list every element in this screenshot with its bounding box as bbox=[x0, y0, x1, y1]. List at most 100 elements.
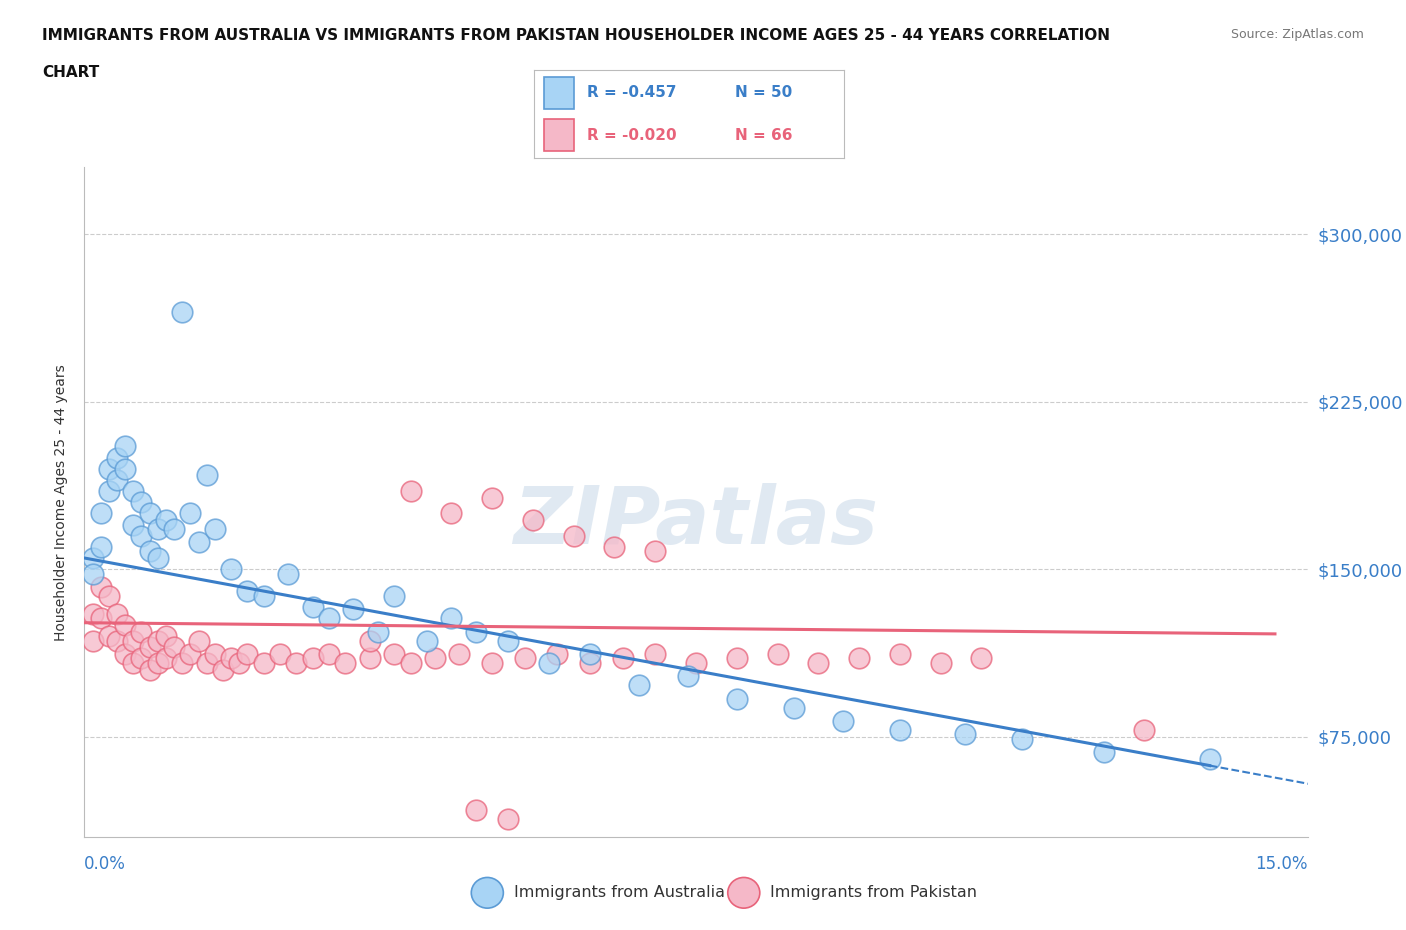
Point bbox=[277, 566, 299, 581]
Point bbox=[122, 656, 145, 671]
Point bbox=[179, 506, 201, 521]
Point bbox=[783, 700, 806, 715]
Point bbox=[82, 566, 104, 581]
Point bbox=[301, 651, 323, 666]
Point bbox=[1092, 745, 1115, 760]
Point bbox=[187, 535, 209, 550]
Text: N = 50: N = 50 bbox=[735, 86, 793, 100]
Text: 0.0%: 0.0% bbox=[84, 855, 127, 873]
Ellipse shape bbox=[728, 878, 759, 908]
Point bbox=[105, 450, 128, 465]
Point bbox=[831, 713, 853, 728]
Point bbox=[627, 678, 650, 693]
Y-axis label: Householder Income Ages 25 - 44 years: Householder Income Ages 25 - 44 years bbox=[53, 364, 67, 641]
Point bbox=[359, 651, 381, 666]
Point bbox=[1133, 723, 1156, 737]
Point bbox=[172, 305, 194, 320]
Point bbox=[464, 803, 486, 817]
Point bbox=[644, 646, 666, 661]
Point bbox=[498, 812, 520, 827]
Point bbox=[163, 640, 186, 655]
Point bbox=[97, 461, 120, 476]
Point bbox=[146, 633, 169, 648]
Point bbox=[90, 579, 112, 594]
Point bbox=[155, 512, 177, 527]
Point bbox=[1198, 751, 1220, 766]
Point bbox=[513, 651, 536, 666]
Point bbox=[90, 506, 112, 521]
Point bbox=[766, 646, 789, 661]
Point bbox=[82, 606, 104, 621]
Text: N = 66: N = 66 bbox=[735, 127, 793, 142]
Point bbox=[131, 495, 153, 510]
Point bbox=[122, 633, 145, 648]
Point bbox=[318, 646, 340, 661]
Point bbox=[155, 651, 177, 666]
Text: ZIPatlas: ZIPatlas bbox=[513, 484, 879, 562]
Point bbox=[155, 629, 177, 644]
Text: R = -0.457: R = -0.457 bbox=[586, 86, 676, 100]
Point bbox=[579, 656, 602, 671]
Point bbox=[538, 656, 561, 671]
Point bbox=[342, 602, 364, 617]
Point bbox=[82, 633, 104, 648]
Point bbox=[440, 611, 463, 626]
Point bbox=[359, 633, 381, 648]
Text: Immigrants from Australia: Immigrants from Australia bbox=[515, 885, 725, 900]
Point bbox=[498, 633, 520, 648]
Point bbox=[367, 624, 389, 639]
Point bbox=[464, 624, 486, 639]
Text: 15.0%: 15.0% bbox=[1256, 855, 1308, 873]
Point bbox=[889, 646, 911, 661]
Point bbox=[97, 589, 120, 604]
Point bbox=[236, 646, 259, 661]
Point bbox=[114, 461, 136, 476]
Point bbox=[929, 656, 952, 671]
Point bbox=[440, 506, 463, 521]
FancyBboxPatch shape bbox=[544, 77, 575, 109]
Point bbox=[807, 656, 830, 671]
Point bbox=[138, 544, 160, 559]
Point bbox=[382, 589, 405, 604]
Point bbox=[603, 539, 626, 554]
Point bbox=[236, 584, 259, 599]
Point bbox=[318, 611, 340, 626]
Point bbox=[848, 651, 870, 666]
Point bbox=[131, 651, 153, 666]
Point bbox=[138, 640, 160, 655]
Point bbox=[204, 646, 226, 661]
FancyBboxPatch shape bbox=[544, 119, 575, 151]
Point bbox=[114, 618, 136, 632]
Point bbox=[105, 472, 128, 487]
Point bbox=[90, 539, 112, 554]
Point bbox=[187, 633, 209, 648]
Point bbox=[114, 439, 136, 454]
Point bbox=[644, 544, 666, 559]
Point bbox=[970, 651, 993, 666]
Point bbox=[97, 484, 120, 498]
Point bbox=[228, 656, 250, 671]
Point bbox=[105, 633, 128, 648]
Point bbox=[163, 522, 186, 537]
Point bbox=[219, 562, 242, 577]
Point bbox=[612, 651, 634, 666]
Point bbox=[131, 528, 153, 543]
Point bbox=[399, 484, 422, 498]
Point bbox=[546, 646, 568, 661]
Point bbox=[399, 656, 422, 671]
Point bbox=[131, 624, 153, 639]
Point bbox=[195, 468, 218, 483]
Point bbox=[195, 656, 218, 671]
Point bbox=[685, 656, 707, 671]
Point bbox=[212, 662, 235, 677]
Point bbox=[146, 656, 169, 671]
Ellipse shape bbox=[471, 878, 503, 908]
Point bbox=[122, 484, 145, 498]
Point bbox=[172, 656, 194, 671]
Point bbox=[138, 506, 160, 521]
Point bbox=[253, 589, 276, 604]
Point bbox=[725, 651, 748, 666]
Point bbox=[481, 490, 503, 505]
Point bbox=[562, 528, 585, 543]
Point bbox=[449, 646, 471, 661]
